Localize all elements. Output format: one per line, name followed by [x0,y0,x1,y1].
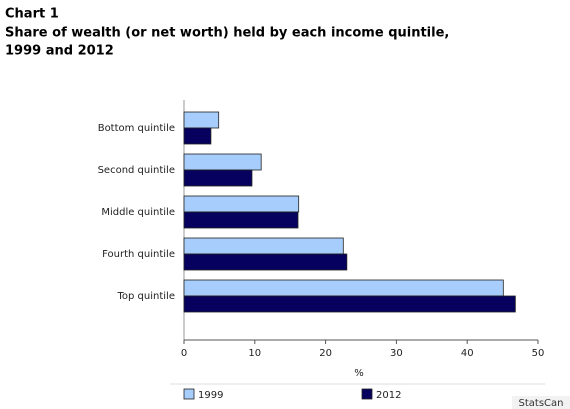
y-tick-label: Fourth quintile [102,249,175,260]
y-tick-label: Top quintile [117,291,176,302]
bar [183,153,262,171]
bar [183,253,348,271]
bar [183,211,299,229]
y-tick-label: Middle quintile [101,207,175,218]
bar [183,169,253,187]
bar [183,237,344,255]
x-axis-label: % [354,368,364,379]
chart-subtitle: 1999 and 2012 [5,44,114,59]
x-tick-label: 0 [181,348,187,359]
bar [183,111,220,129]
legend-swatch [183,388,195,400]
x-tick-label: 20 [319,348,332,359]
x-tick-label: 10 [248,348,261,359]
x-tick-label: 30 [390,348,403,359]
y-tick-label: Bottom quintile [98,123,175,134]
chart-subtitle: Share of wealth (or net worth) held by e… [5,26,449,41]
legend-label: 2012 [376,390,401,401]
bar [183,279,504,297]
y-tick-label: Second quintile [98,165,175,176]
source: StatsCan [519,398,564,409]
bar [183,295,516,313]
bar [183,195,300,213]
legend-label: 1999 [198,390,223,401]
source-box [512,396,570,409]
legend-swatch [361,388,373,400]
x-tick-label: 50 [532,348,545,359]
chart-title: Chart 1 [5,7,59,22]
x-tick-label: 40 [461,348,474,359]
bar [183,127,212,145]
